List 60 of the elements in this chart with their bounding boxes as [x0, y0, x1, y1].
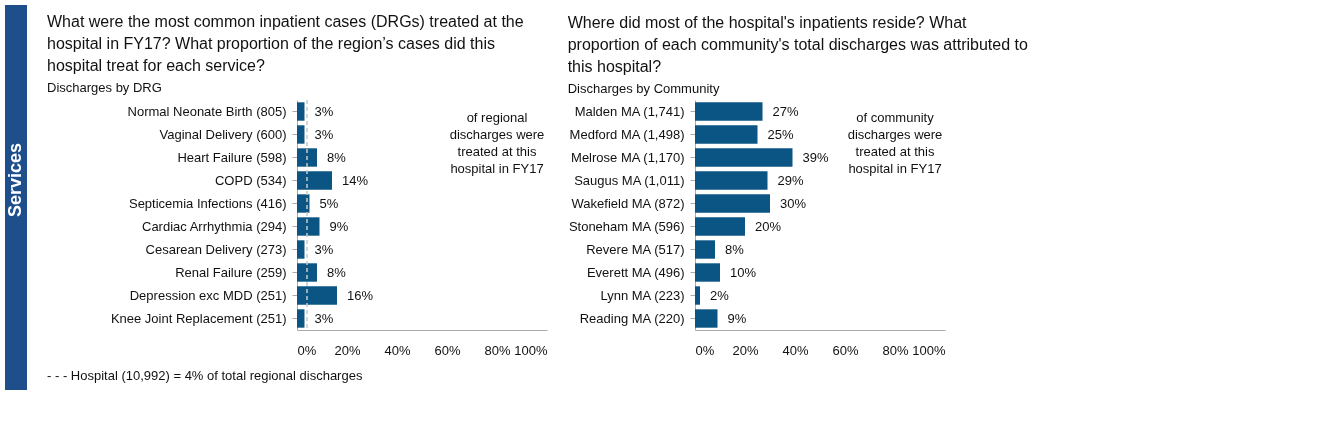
y-tick-label: Reading MA (220) [579, 310, 685, 326]
y-tick-label: Revere MA (517) [586, 241, 685, 257]
x-tick-label: 80% [484, 342, 511, 358]
text: 2% [710, 287, 729, 303]
text: 9% [727, 310, 747, 326]
x-tick-label: 100% [514, 342, 548, 358]
x-tick-label: 20% [334, 342, 361, 358]
chart-subtitle: Discharges by Community [567, 81, 720, 96]
annotation: of community discharges were treated at this hospital in FY17 [847, 110, 943, 176]
annotation: of regional discharges were treated at this hospital in FY17 [449, 110, 545, 176]
y-tick-label: Lynn MA (223) [600, 287, 685, 303]
y-tick-label: Heart Failure (598) [177, 149, 287, 165]
x-tick-label: 100% [912, 342, 946, 358]
y-tick-label: Malden MA (1,741) [574, 103, 685, 119]
y-tick-label: Everett MA (496) [586, 264, 685, 280]
text: 39% [802, 149, 829, 165]
x-tick-label: 80% [882, 342, 909, 358]
text: 30% [780, 195, 807, 211]
y-tick-label: Septicemia Infections (416) [128, 195, 287, 211]
y-tick-label: Cesarean Delivery (273) [145, 241, 287, 257]
x-tick-label: 40% [782, 342, 809, 358]
y-tick-label: Normal Neonate Birth (805) [127, 103, 287, 119]
text: 14% [342, 172, 369, 188]
y-tick-label: Vaginal Delivery (600) [159, 126, 287, 142]
y-tick-label: COPD (534) [214, 172, 287, 188]
text: 3% [314, 103, 334, 119]
y-tick-label: Wakefield MA (872) [571, 195, 685, 211]
y-tick-label: Saugus MA (1,011) [574, 172, 685, 188]
y-tick-label: Depression exc MDD (251) [129, 287, 287, 303]
text: Services [5, 142, 25, 218]
text: 10% [730, 264, 757, 280]
text: 3% [314, 126, 334, 142]
text: 8% [327, 264, 346, 280]
y-tick-label: Knee Joint Replacement (251) [110, 310, 287, 326]
text: - - - Hospital (10,992) = 4% of total regional discharges [47, 368, 363, 383]
text: 8% [327, 149, 346, 165]
x-tick-label: 20% [732, 342, 759, 358]
text: 27% [772, 103, 799, 119]
y-tick-label: Medford MA (1,498) [569, 126, 685, 142]
text: 3% [314, 310, 334, 326]
chart-title: Where did most of the hospital's inpatients reside? What proportion of each community's total discharges was attributed to this hospital? [567, 14, 1028, 75]
text: 20% [755, 218, 782, 234]
text: 16% [347, 287, 374, 303]
x-tick-label: 60% [434, 342, 461, 358]
chart-title: What were the most common inpatient cases (DRGs) treated at the hospital in FY17? What proportion of the region’s cases did this hospital treat for each service? [47, 13, 524, 75]
y-tick-label: Stoneham MA (596) [568, 218, 685, 234]
x-tick-label: 0% [695, 342, 715, 358]
text: 3% [314, 241, 334, 257]
x-tick-label: 0% [297, 342, 317, 358]
x-tick-label: 40% [384, 342, 411, 358]
text: 25% [767, 126, 794, 142]
text: 29% [777, 172, 804, 188]
text: 9% [329, 218, 349, 234]
x-tick-label: 60% [832, 342, 859, 358]
y-tick-label: Cardiac Arrhythmia (294) [142, 218, 287, 234]
text: Discharges by DRG [47, 80, 162, 96]
text: 5% [319, 195, 339, 211]
text: 8% [725, 241, 744, 257]
y-tick-label: Melrose MA (1,170) [571, 149, 685, 165]
y-tick-label: Renal Failure (259) [175, 264, 287, 280]
